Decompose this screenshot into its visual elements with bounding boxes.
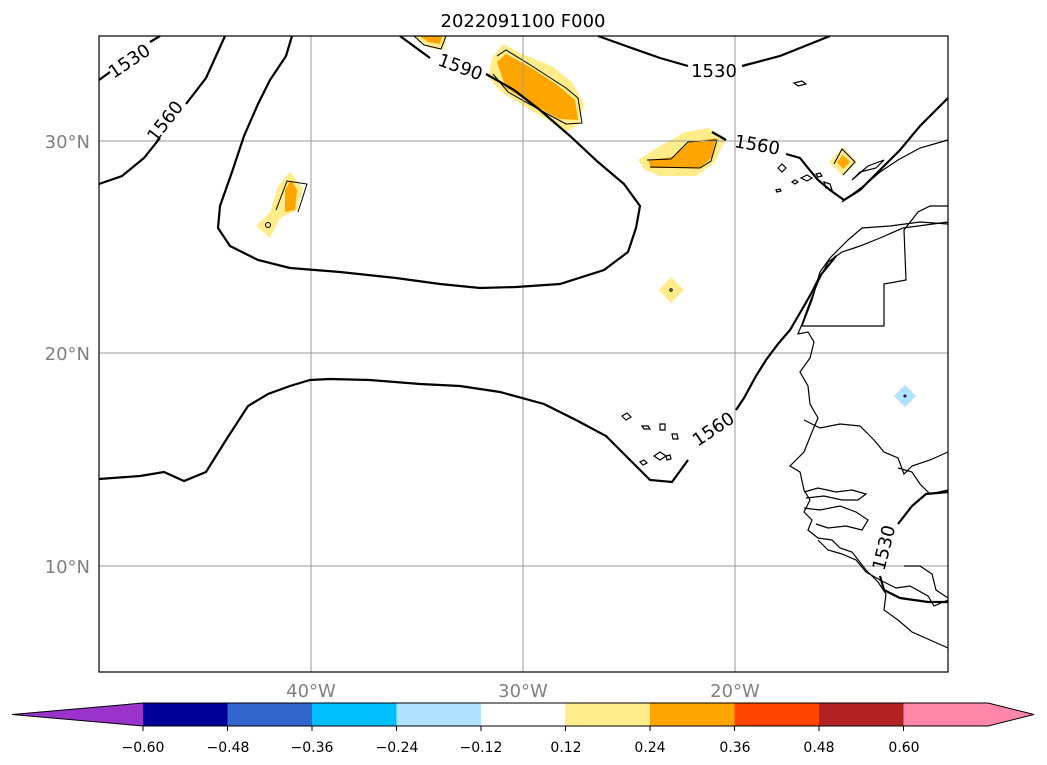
interior-border [801,205,949,327]
contour-1530-nw [98,35,161,81]
lat-labels: 30°N 20°N 10°N [45,132,90,578]
colorbar-tick-label: −0.24 [376,740,419,756]
shade-patch [497,54,578,120]
contour-1560-west [98,35,227,186]
interior-border [803,487,868,501]
colorbar-bin [819,703,905,726]
colorbar-tick-label: 0.36 [719,740,750,756]
contour-1530-north [597,34,831,68]
colorbar-tick-label: 0.12 [550,740,581,756]
colorbar-bin [396,703,482,726]
colorbar-tick-label: −0.48 [207,740,250,756]
anomaly-shading [256,36,916,407]
shade-patch [420,36,442,44]
cape-verde-islands [621,412,679,466]
colorbar-bin [481,703,567,726]
colorbar-tick-label: 0.48 [803,740,834,756]
contour-label: 1530 [691,61,737,82]
colorbar-tick-label: −0.60 [122,740,165,756]
madeira-island [792,80,808,87]
colorbar-bin [565,703,651,726]
colorbar-tick-label: 0.24 [634,740,665,756]
canary-islands [775,163,833,193]
map-title: 2022091100 F000 [441,11,606,32]
lat-label: 10°N [45,557,90,578]
contour-1530-se [878,490,949,604]
colorbar [11,702,1035,731]
shade-patch [894,385,916,407]
lat-label: 30°N [45,132,90,153]
colorbar-tick-label: −0.12 [460,740,503,756]
gridlines [99,36,948,672]
colorbar-bin [650,703,736,726]
colorbar-bin [143,703,229,726]
colorbar-extend-over [988,703,1034,726]
shade-patch [648,138,716,168]
morocco-inland-border [851,159,885,181]
lon-label: 40°W [286,681,336,702]
shade-patch [837,155,850,169]
contour-1560-ne [711,97,949,202]
lon-labels: 40°W 30°W 20°W [286,681,760,702]
interior-border [904,565,949,599]
interior-border [803,419,949,476]
colorbar-bin [903,703,989,726]
colorbar-labels: −0.60 −0.48 −0.36 −0.24 −0.12 0.12 0.24 … [122,740,920,756]
anomaly-contours [265,35,907,398]
lat-label: 20°N [45,344,90,365]
colorbar-bin [227,703,313,726]
interior-border [803,505,869,531]
colorbar-bin [312,703,398,726]
shade-patch [659,277,684,303]
colorbar-tick-label: −0.36 [291,740,334,756]
height-contours [98,34,949,604]
colorbar-extend-under [12,703,143,726]
shade-patch [285,180,297,212]
map-panel: 1530 1560 1590 1530 1560 1560 1530 [98,34,949,673]
contour-1560-south [98,255,837,484]
contour-1590-closed [216,35,642,290]
lon-label: 30°W [498,681,548,702]
lon-label: 20°W [710,681,760,702]
colorbar-tick-label: 0.60 [888,740,919,756]
colorbar-bin [734,703,820,726]
map-frame [98,35,949,673]
